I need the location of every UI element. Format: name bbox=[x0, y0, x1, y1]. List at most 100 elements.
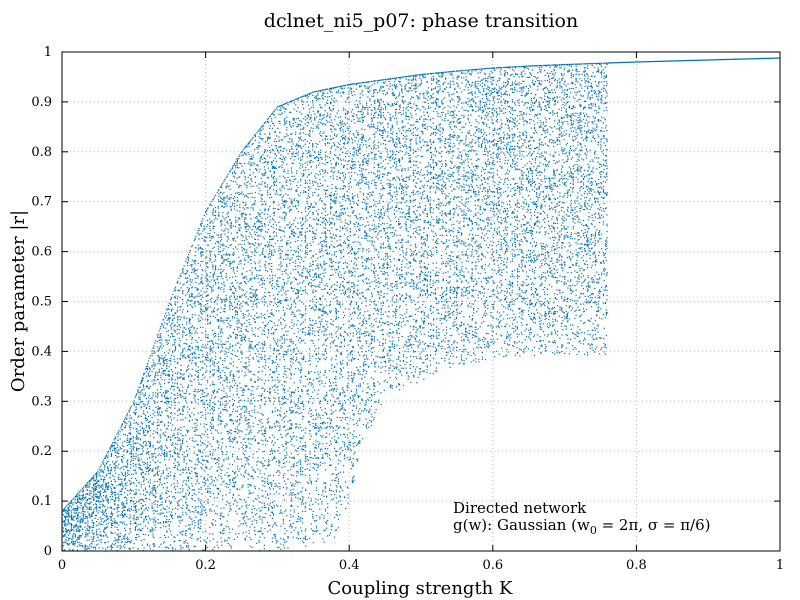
data-point bbox=[124, 547, 125, 548]
data-point bbox=[93, 483, 94, 484]
data-point bbox=[209, 250, 210, 251]
data-point bbox=[163, 359, 164, 360]
data-point bbox=[127, 463, 128, 464]
data-point bbox=[108, 455, 109, 456]
data-point bbox=[157, 372, 158, 373]
data-point bbox=[150, 386, 151, 387]
data-point bbox=[133, 440, 134, 441]
data-point bbox=[130, 425, 131, 426]
data-point bbox=[224, 375, 225, 376]
data-point bbox=[112, 484, 113, 485]
data-point bbox=[233, 375, 234, 376]
data-point bbox=[93, 487, 94, 488]
data-point bbox=[172, 309, 173, 310]
data-point bbox=[221, 470, 222, 471]
data-point bbox=[223, 320, 224, 321]
data-point bbox=[161, 484, 162, 485]
data-point bbox=[182, 512, 183, 513]
data-point bbox=[174, 383, 175, 384]
data-point bbox=[205, 270, 206, 271]
data-point bbox=[151, 396, 152, 397]
data-point bbox=[202, 230, 203, 231]
data-point bbox=[143, 501, 144, 502]
data-point bbox=[166, 331, 167, 332]
data-point bbox=[207, 352, 208, 353]
data-point bbox=[245, 179, 246, 180]
data-point bbox=[112, 521, 113, 522]
data-point bbox=[165, 392, 166, 393]
upper-edge-point bbox=[201, 220, 202, 221]
data-point bbox=[201, 309, 202, 310]
data-point bbox=[220, 375, 221, 376]
data-point bbox=[166, 392, 167, 393]
data-point bbox=[116, 447, 117, 448]
data-point bbox=[182, 505, 183, 506]
data-point bbox=[124, 510, 125, 511]
data-point bbox=[85, 517, 86, 518]
data-point bbox=[237, 502, 238, 503]
data-point bbox=[173, 359, 174, 360]
data-point bbox=[221, 224, 222, 225]
data-point bbox=[177, 483, 178, 484]
data-point bbox=[117, 505, 118, 506]
data-point bbox=[112, 513, 113, 514]
data-point bbox=[164, 483, 165, 484]
data-point bbox=[150, 375, 151, 376]
data-point bbox=[194, 352, 195, 353]
data-point bbox=[227, 540, 228, 541]
data-point bbox=[137, 524, 138, 525]
data-point bbox=[180, 310, 181, 311]
data-point bbox=[186, 514, 187, 515]
data-point bbox=[103, 500, 104, 501]
data-point bbox=[164, 454, 165, 455]
data-point bbox=[212, 222, 213, 223]
data-point bbox=[191, 363, 192, 364]
data-point bbox=[230, 219, 231, 220]
data-point bbox=[138, 463, 139, 464]
data-point bbox=[198, 289, 199, 290]
data-point bbox=[184, 458, 185, 459]
data-point bbox=[164, 360, 165, 361]
data-point bbox=[65, 511, 66, 512]
data-point bbox=[200, 423, 201, 424]
data-point bbox=[106, 535, 107, 536]
data-point bbox=[159, 358, 160, 359]
data-point bbox=[221, 523, 222, 524]
data-point bbox=[229, 475, 230, 476]
data-point bbox=[231, 233, 232, 234]
data-point bbox=[190, 329, 191, 330]
data-point bbox=[180, 306, 181, 307]
data-point bbox=[175, 489, 176, 490]
data-point bbox=[230, 363, 231, 364]
data-point bbox=[245, 418, 246, 419]
data-point bbox=[140, 399, 141, 400]
data-point bbox=[239, 307, 240, 308]
data-point bbox=[220, 200, 221, 201]
data-point bbox=[112, 445, 113, 446]
data-point bbox=[148, 507, 149, 508]
data-point bbox=[214, 226, 215, 227]
data-point bbox=[175, 508, 176, 509]
data-point bbox=[218, 343, 219, 344]
data-point bbox=[235, 383, 236, 384]
data-point bbox=[152, 456, 153, 457]
data-point bbox=[223, 409, 224, 410]
data-point bbox=[155, 373, 156, 374]
data-point bbox=[171, 311, 172, 312]
data-point bbox=[182, 419, 183, 420]
data-point bbox=[93, 513, 94, 514]
data-point bbox=[111, 511, 112, 512]
data-point bbox=[172, 496, 173, 497]
data-point bbox=[154, 485, 155, 486]
data-point bbox=[161, 343, 162, 344]
data-point bbox=[147, 458, 148, 459]
data-point bbox=[101, 496, 102, 497]
data-point bbox=[168, 415, 169, 416]
data-point bbox=[192, 260, 193, 261]
data-point bbox=[223, 291, 224, 292]
data-point bbox=[146, 519, 147, 520]
data-point bbox=[145, 395, 146, 396]
data-point bbox=[211, 426, 212, 427]
data-point bbox=[161, 339, 162, 340]
data-point bbox=[200, 501, 201, 502]
